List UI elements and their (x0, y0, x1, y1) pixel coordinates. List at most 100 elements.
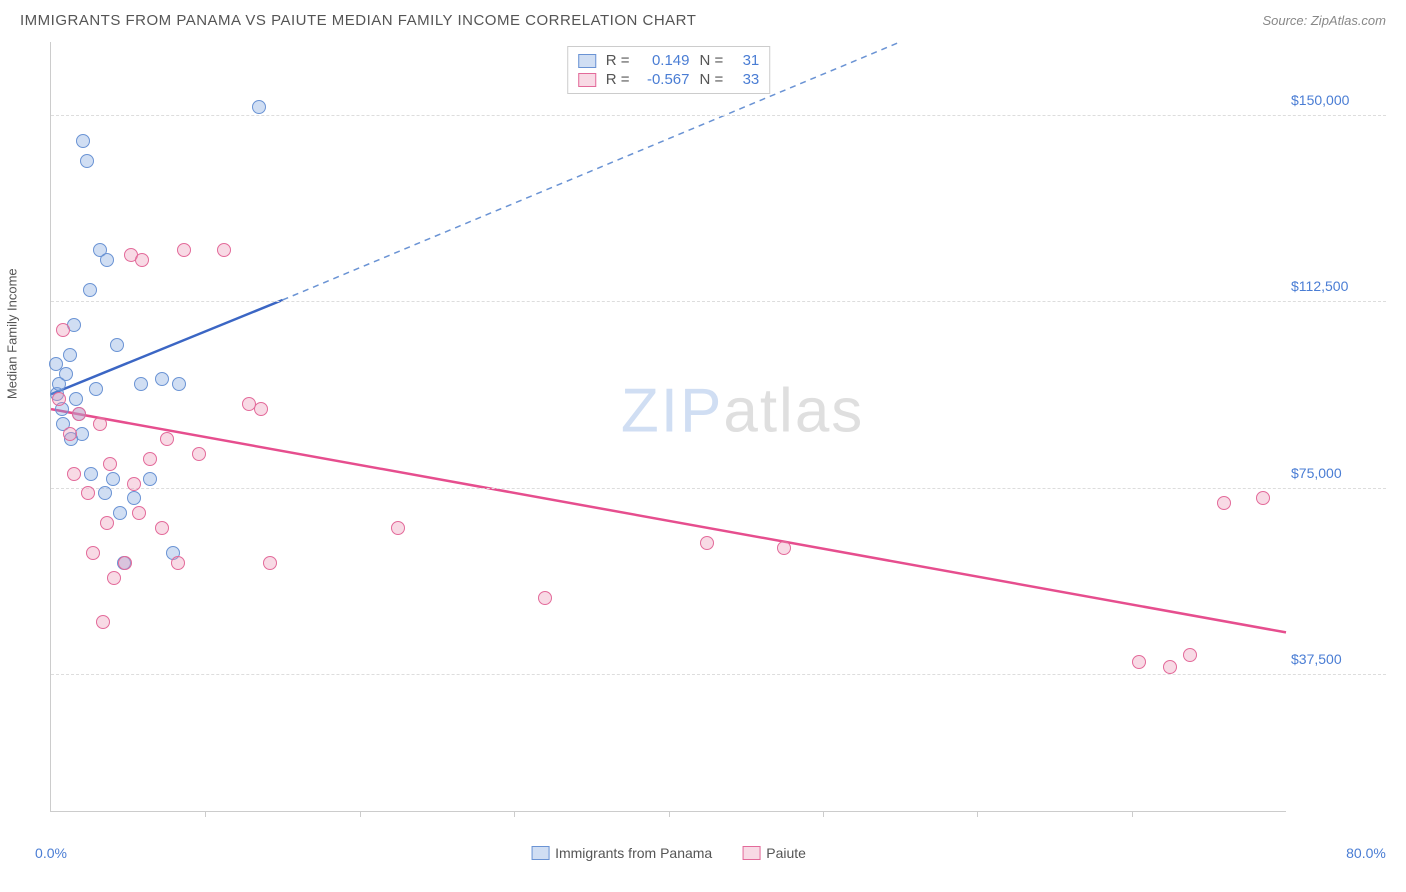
data-point (177, 243, 191, 257)
stats-row: R = -0.567 N = 33 (578, 70, 760, 89)
data-point (700, 536, 714, 550)
y-tick-label: $150,000 (1291, 92, 1381, 108)
plot-area: ZIPatlas R =0.149N =31R =-0.567N =33 Imm… (50, 42, 1286, 812)
stat-n-value: 33 (733, 71, 759, 88)
data-point (93, 417, 107, 431)
data-point (127, 491, 141, 505)
x-tick (360, 811, 361, 817)
x-tick (1132, 811, 1133, 817)
correlation-stats-box: R = 0.149 N = 31 R = -0.567 N = 33 (567, 46, 771, 94)
stat-n-label: N = (700, 52, 724, 69)
stat-n-value: 31 (733, 52, 759, 69)
data-point (160, 432, 174, 446)
data-point (127, 477, 141, 491)
data-point (56, 323, 70, 337)
source-name: ZipAtlas.com (1311, 13, 1386, 28)
watermark: ZIPatlas (621, 376, 864, 447)
stat-r-value: 0.149 (640, 52, 690, 69)
x-axis-min-label: 0.0% (35, 845, 67, 861)
gridline-horizontal (51, 301, 1386, 302)
gridline-horizontal (51, 674, 1386, 675)
data-point (63, 348, 77, 362)
stat-r-label: R = (606, 71, 630, 88)
data-point (135, 253, 149, 267)
x-axis-max-label: 80.0% (1346, 845, 1386, 861)
stat-r-label: R = (606, 52, 630, 69)
data-point (1132, 655, 1146, 669)
data-point (391, 521, 405, 535)
data-point (110, 338, 124, 352)
data-point (254, 402, 268, 416)
data-point (96, 615, 110, 629)
chart-container: Median Family Income ZIPatlas R =0.149N … (20, 42, 1386, 872)
data-point (84, 467, 98, 481)
data-point (86, 546, 100, 560)
legend-item: Immigrants from Panama (531, 845, 712, 861)
data-point (143, 452, 157, 466)
y-axis-label: Median Family Income (5, 268, 20, 399)
data-point (143, 472, 157, 486)
legend-swatch (578, 73, 596, 87)
data-point (1183, 648, 1197, 662)
source-prefix: Source: (1262, 13, 1310, 28)
stat-r-value: -0.567 (640, 71, 690, 88)
stat-n-label: N = (700, 71, 724, 88)
data-point (155, 521, 169, 535)
data-point (63, 427, 77, 441)
data-point (67, 467, 81, 481)
data-point (1217, 496, 1231, 510)
data-point (80, 154, 94, 168)
data-point (59, 367, 73, 381)
data-point (69, 392, 83, 406)
x-tick (823, 811, 824, 817)
data-point (83, 283, 97, 297)
x-tick (977, 811, 978, 817)
x-tick (205, 811, 206, 817)
legend-swatch (578, 54, 596, 68)
data-point (81, 486, 95, 500)
data-point (103, 457, 117, 471)
y-tick-label: $75,000 (1291, 465, 1381, 481)
series-legend: Immigrants from Panama Paiute (531, 845, 806, 861)
watermark-zip: ZIP (621, 377, 723, 446)
trendline-solid (51, 409, 1286, 632)
stats-row: R = 0.149 N = 31 (578, 51, 760, 70)
legend-label: Paiute (766, 845, 806, 861)
data-point (100, 253, 114, 267)
y-tick-label: $37,500 (1291, 651, 1381, 667)
chart-title: IMMIGRANTS FROM PANAMA VS PAIUTE MEDIAN … (20, 12, 696, 29)
data-point (1256, 491, 1270, 505)
data-point (118, 556, 132, 570)
legend-label: Immigrants from Panama (555, 845, 712, 861)
data-point (1163, 660, 1177, 674)
data-point (134, 377, 148, 391)
data-point (217, 243, 231, 257)
data-point (76, 134, 90, 148)
data-point (132, 506, 146, 520)
gridline-horizontal (51, 488, 1386, 489)
data-point (538, 591, 552, 605)
trend-lines (51, 42, 1286, 811)
data-point (100, 516, 114, 530)
watermark-atlas: atlas (723, 377, 864, 446)
data-point (52, 392, 66, 406)
y-tick-label: $112,500 (1291, 278, 1381, 294)
data-point (172, 377, 186, 391)
x-tick (514, 811, 515, 817)
data-point (113, 506, 127, 520)
legend-item: Paiute (742, 845, 806, 861)
data-point (263, 556, 277, 570)
legend-swatch (742, 846, 760, 860)
data-point (72, 407, 86, 421)
source-attribution: Source: ZipAtlas.com (1262, 12, 1386, 30)
data-point (107, 571, 121, 585)
data-point (89, 382, 103, 396)
data-point (106, 472, 120, 486)
data-point (155, 372, 169, 386)
data-point (192, 447, 206, 461)
data-point (98, 486, 112, 500)
x-tick (669, 811, 670, 817)
data-point (171, 556, 185, 570)
data-point (252, 100, 266, 114)
gridline-horizontal (51, 115, 1386, 116)
